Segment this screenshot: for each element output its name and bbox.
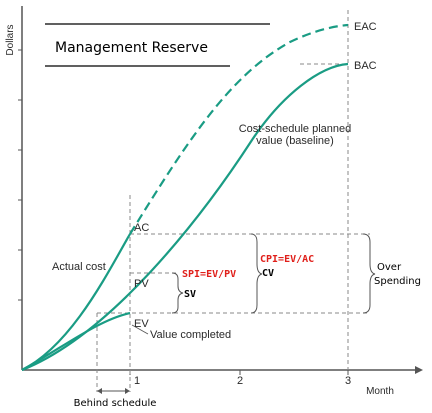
- planned-value-label-line2: value (baseline): [256, 135, 334, 147]
- cv-bracket: [250, 233, 263, 314]
- bac-label: BAC: [354, 60, 377, 72]
- over-spending-label-line2: Spending: [374, 276, 421, 287]
- value-completed-pointer: [131, 324, 149, 335]
- x-tick-2: 2: [237, 375, 243, 387]
- value-completed-label: Value completed: [150, 329, 231, 341]
- ev-point-label: EV: [134, 318, 149, 330]
- earned-value-curve: [21, 311, 131, 371]
- ac-point-label: AC: [134, 222, 149, 234]
- over-spending-label-line1: Over: [377, 262, 402, 273]
- planned-value-curve: [21, 62, 349, 372]
- pv-point-label: PV: [134, 278, 149, 290]
- x-axis-arrow: [415, 366, 423, 374]
- sv-label: SV: [184, 289, 196, 300]
- x-tick-3: 3: [345, 375, 351, 387]
- y-axis-label: Dollars: [5, 24, 16, 55]
- x-tick-1: 1: [134, 375, 140, 387]
- spi-formula: SPI=EV/PV: [182, 269, 236, 280]
- behind-schedule-arrowhead-left: [97, 388, 102, 394]
- planned-value-label-line1: Cost-schedule planned: [239, 123, 352, 135]
- sv-bracket: [171, 272, 184, 314]
- eac-label: EAC: [354, 21, 377, 33]
- y-axis-ticks: [18, 49, 22, 301]
- over-spending-bracket: [362, 233, 376, 314]
- behind-schedule-label: Behind schedule: [74, 398, 157, 409]
- cv-label: CV: [262, 268, 274, 279]
- x-axis-label: Month: [366, 386, 394, 397]
- management-reserve-label: Management Reserve: [55, 40, 208, 56]
- behind-schedule-arrowhead-right: [125, 388, 130, 394]
- cpi-formula: CPI=EV/AC: [260, 254, 314, 265]
- actual-cost-label: Actual cost: [52, 261, 106, 273]
- actual-cost-curve: [21, 233, 131, 371]
